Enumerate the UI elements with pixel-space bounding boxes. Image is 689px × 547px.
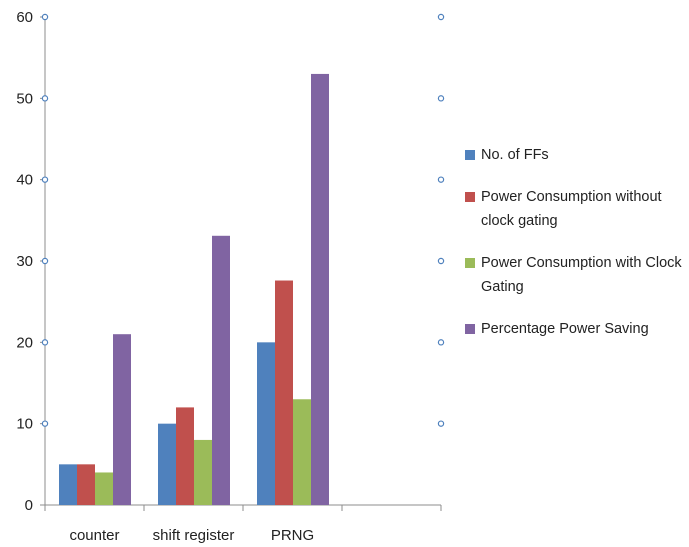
bar-1-3 xyxy=(212,235,230,505)
bar-2-0 xyxy=(257,342,275,505)
y-axis-marker-right xyxy=(437,95,445,102)
bar-1-1 xyxy=(176,407,194,505)
y-axis-marker-right xyxy=(437,257,445,265)
y-tick-label: 60 xyxy=(16,9,33,26)
y-axis-marker-left xyxy=(41,420,49,427)
chart-legend: No. of FFs Power Consumption without cloc… xyxy=(465,143,687,359)
y-tick-label: 30 xyxy=(16,253,33,270)
x-category-label: counter xyxy=(69,527,119,544)
y-tick-label: 20 xyxy=(16,334,33,351)
y-axis-marker-right xyxy=(437,420,445,427)
legend-swatch xyxy=(465,150,475,160)
bar-2-3 xyxy=(311,73,329,505)
y-axis-marker-left xyxy=(41,95,49,102)
bar-0-2 xyxy=(95,472,113,505)
legend-swatch xyxy=(465,324,475,334)
y-axis-marker-right xyxy=(437,13,445,21)
y-axis-marker-left xyxy=(41,339,49,346)
bar-0-1 xyxy=(77,464,95,505)
legend-item: No. of FFs xyxy=(465,143,687,167)
legend-label: No. of FFs xyxy=(481,147,549,163)
bar-0-0 xyxy=(59,464,77,505)
y-axis-marker-right xyxy=(437,339,445,346)
legend-item: Percentage Power Saving xyxy=(465,317,687,341)
bar-0-3 xyxy=(113,334,131,505)
bar-2-2 xyxy=(293,399,311,505)
y-axis-marker-left xyxy=(41,176,49,183)
legend-item: Power Consumption with Clock Gating xyxy=(465,251,687,299)
bar-1-2 xyxy=(194,439,212,505)
legend-label: Power Consumption with Clock Gating xyxy=(481,255,682,295)
legend-label: Percentage Power Saving xyxy=(481,321,649,337)
legend-swatch xyxy=(465,192,475,202)
x-category-label: PRNG xyxy=(271,527,314,544)
y-axis-marker-left xyxy=(41,257,49,265)
y-axis-marker-right xyxy=(437,176,445,183)
legend-swatch xyxy=(465,258,475,268)
x-category-label: shift register xyxy=(153,527,235,544)
legend-item: Power Consumption without clock gating xyxy=(465,185,687,233)
y-axis-marker-left xyxy=(41,13,49,21)
bar-2-1 xyxy=(275,280,293,505)
y-tick-label: 50 xyxy=(16,90,33,107)
y-tick-label: 10 xyxy=(16,416,33,433)
y-tick-label: 40 xyxy=(16,172,33,189)
y-tick-label: 0 xyxy=(25,497,33,514)
bar-1-0 xyxy=(158,423,176,505)
legend-label: Power Consumption without clock gating xyxy=(481,189,662,229)
